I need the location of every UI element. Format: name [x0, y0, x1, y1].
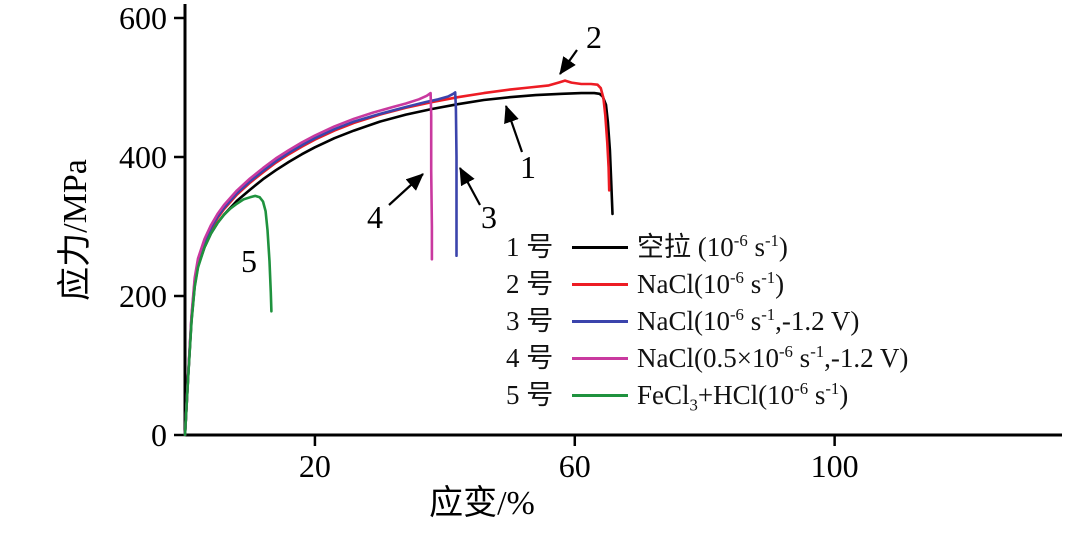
legend-row-3: 3 号 NaCl(10-6 s-1,-1.2 V) [506, 303, 908, 340]
superscript: -1 [764, 231, 779, 250]
text-segment: 10 [751, 343, 779, 373]
legend-row-4: 4 号 NaCl(0.5×10-6 s-1,-1.2 V) [506, 340, 908, 377]
text-segment: s [743, 306, 762, 336]
y-tick-label: 600 [119, 0, 167, 36]
text-segment: 空拉 ( [637, 232, 707, 262]
text-segment: 10 [702, 306, 730, 336]
legend-series-number: 2 号 [506, 269, 554, 299]
legend-line-swatch [572, 320, 628, 323]
superscript: -6 [794, 379, 809, 398]
legend-series-number: 3 号 [506, 306, 554, 336]
superscript: -1 [761, 305, 776, 324]
text-segment: s [743, 269, 762, 299]
superscript: -6 [778, 342, 793, 361]
annotation-label-2: 2 [586, 19, 602, 55]
curve-5 [183, 194, 273, 437]
text-segment: NaCl( [637, 269, 703, 299]
text-segment: ,-1.2 V) [824, 343, 909, 373]
superscript: -6 [729, 305, 744, 324]
text-segment: s [792, 343, 811, 373]
superscript: -6 [733, 231, 748, 250]
legend-line-swatch [572, 283, 628, 286]
y-axis-title: 应力/MPa [56, 159, 94, 301]
text-segment: FeCl [637, 380, 690, 410]
annotation-label-5: 5 [241, 243, 257, 279]
plot-area: 20 60 100 0 200 400 600 1 2 3 4 5 [119, 0, 1062, 484]
legend-label: FeCl3+HCl(10-6 s-1) [637, 377, 848, 414]
text-segment: 10 [767, 380, 795, 410]
legend-label: NaCl(0.5×10-6 s-1,-1.2 V) [637, 340, 908, 377]
text-segment: ) [839, 380, 849, 410]
x-axis-title: 应变/% [429, 484, 535, 522]
legend-line-swatch [572, 394, 628, 397]
superscript: -6 [729, 268, 744, 287]
x-tick-label: 20 [299, 448, 331, 484]
legend-series-number: 5 号 [506, 380, 554, 410]
legend-label: 空拉 (10-6 s-1) [637, 229, 788, 266]
text-segment: ) [778, 232, 788, 262]
annotation-label-1: 1 [520, 149, 536, 185]
subscript: 3 [689, 395, 698, 415]
legend-row-1: 1 号 空拉 (10-6 s-1) [506, 229, 908, 266]
legend-row-2: 2 号 NaCl(10-6 s-1) [506, 266, 908, 303]
text-segment: 10 [702, 269, 730, 299]
superscript: -1 [810, 342, 825, 361]
legend-label: NaCl(10-6 s-1,-1.2 V) [637, 303, 859, 340]
text-segment: ) [775, 269, 785, 299]
annotation-label-3: 3 [481, 199, 497, 235]
y-tick-label: 200 [119, 278, 167, 314]
superscript: -1 [825, 379, 840, 398]
text-segment: +HCl( [697, 380, 768, 410]
text-segment: 10 [706, 232, 734, 262]
legend-line-swatch [572, 357, 628, 360]
legend-row-5: 5 号 FeCl3+HCl(10-6 s-1) [506, 377, 908, 414]
x-tick-label: 100 [811, 448, 859, 484]
text-segment: ,-1.2 V) [775, 306, 860, 336]
text-segment: s [808, 380, 826, 410]
y-tick-label: 0 [151, 417, 167, 453]
text-segment: NaCl( [637, 306, 703, 336]
legend-series-number: 1 号 [506, 232, 554, 262]
annotation-label-4: 4 [367, 199, 383, 235]
legend-series-number: 4 号 [506, 343, 554, 373]
annotation-arrow-1 [504, 104, 524, 153]
curve-4 [183, 91, 434, 437]
legend-label: NaCl(10-6 s-1) [637, 266, 784, 303]
superscript: -1 [761, 268, 776, 287]
chart-legend: 1 号空拉 (10-6 s-1) 2 号 NaCl(10-6 s-1) 3 号 NaCl… [506, 229, 908, 414]
text-segment: NaCl(0.5× [637, 343, 752, 373]
y-tick-label: 400 [119, 139, 167, 175]
annotation-arrow-3 [459, 167, 481, 206]
annotation-arrow-4 [388, 173, 424, 206]
legend-line-swatch [572, 246, 628, 249]
annotation-arrow-2 [559, 49, 578, 75]
text-segment: s [747, 232, 765, 262]
x-tick-label: 60 [559, 448, 591, 484]
